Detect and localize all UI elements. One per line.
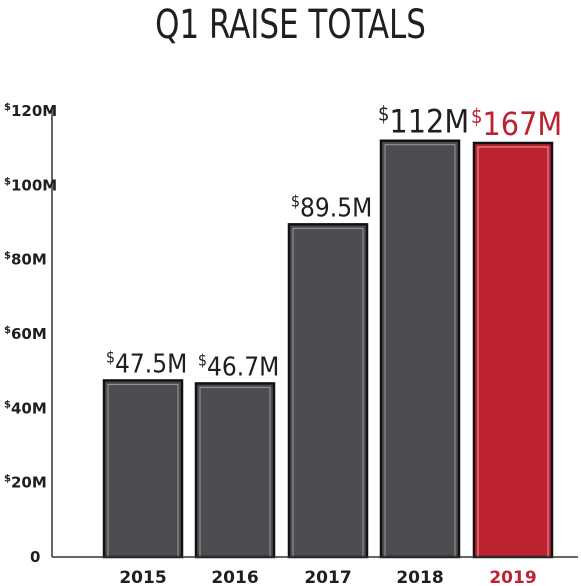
bar-2018	[379, 139, 461, 559]
x-tick-label: 2016	[211, 568, 258, 586]
data-label: $46.7M	[198, 351, 279, 382]
y-tick-label: $80M	[4, 251, 47, 269]
x-tick-label: 2017	[304, 568, 351, 586]
y-tick-label: $20M	[4, 474, 47, 492]
axis-layer	[51, 107, 578, 558]
y-tick-label: 0	[30, 548, 40, 566]
x-tick-label: 2019	[489, 568, 536, 586]
x-tick-label: 2018	[396, 568, 443, 586]
data-label: $167M	[471, 105, 562, 143]
data-label: $112M	[378, 103, 469, 141]
labels-layer: 0 $20M $40M $60M $80M $100M $120M $47.5M 2015 $46…	[4, 102, 562, 586]
bar-2016	[194, 382, 276, 559]
chart-title: Q1 RAISE TOTALS	[155, 2, 426, 48]
bars-layer	[102, 139, 554, 559]
y-tick-label: $60M	[4, 325, 47, 343]
data-label: $89.5M	[291, 192, 372, 223]
y-tick-label: $100M	[4, 176, 57, 194]
y-tick-label: $40M	[4, 399, 47, 417]
bar-2019	[472, 141, 554, 559]
data-label: $47.5M	[106, 348, 187, 379]
x-tick-label: 2015	[119, 568, 166, 586]
bar-2015	[102, 379, 184, 559]
bar-2017	[287, 223, 369, 559]
y-tick-label: $120M	[4, 102, 57, 120]
